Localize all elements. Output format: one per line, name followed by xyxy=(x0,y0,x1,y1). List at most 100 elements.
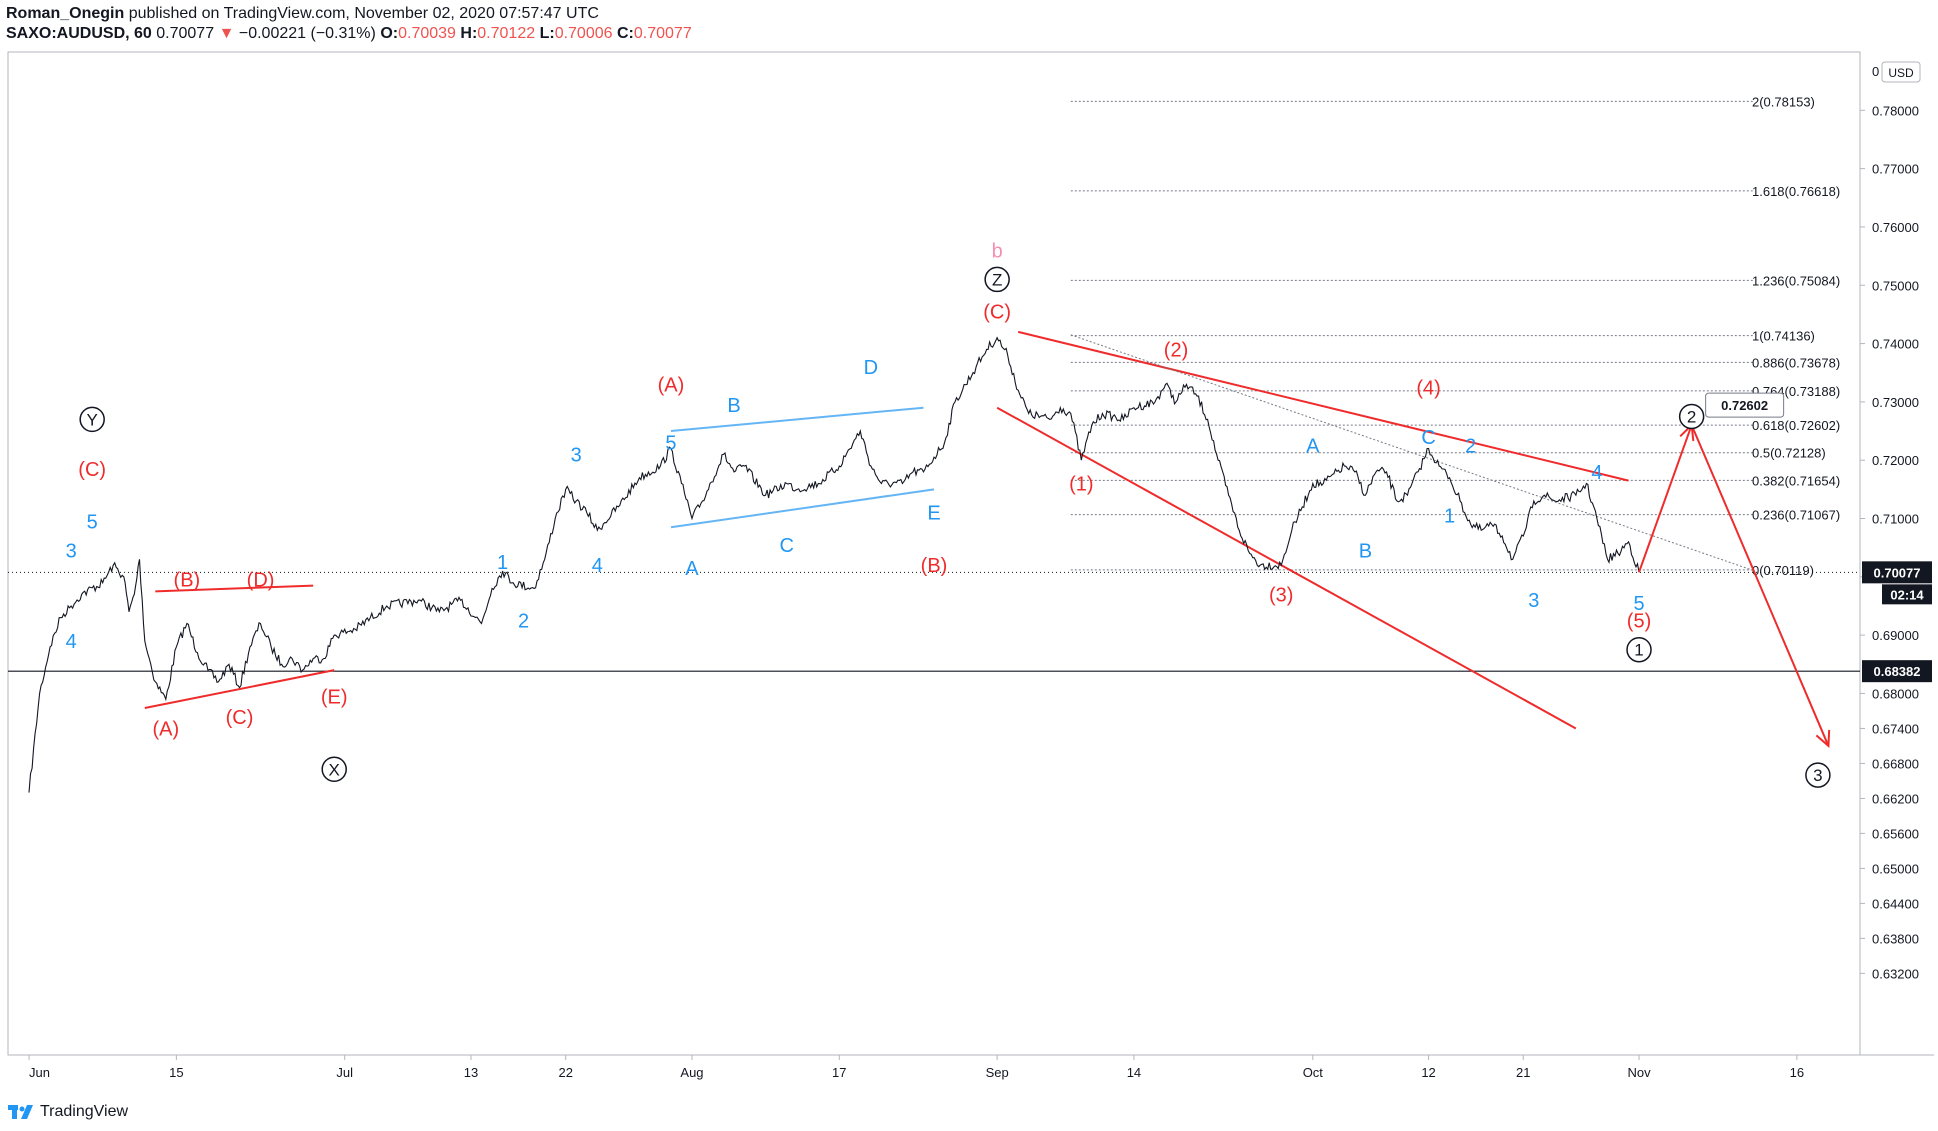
price-axis-tick-label: 0.76000 xyxy=(1872,220,1919,235)
price-axis-tick-label: 0.71000 xyxy=(1872,512,1919,527)
time-axis-tick-label: 22 xyxy=(558,1065,572,1080)
wave-label: Y xyxy=(87,410,98,429)
fib-level-label: 1(0.74136) xyxy=(1752,329,1815,344)
fib-level-label: 0(0.70119) xyxy=(1752,563,1814,578)
published-text: published on TradingView.com, November 0… xyxy=(128,5,599,22)
wave-label: 4 xyxy=(66,631,77,653)
wave-label: X xyxy=(329,760,340,779)
footer: TradingView xyxy=(8,1100,128,1124)
symbol-label: SAXO:AUDUSD, 60 xyxy=(6,25,152,42)
blue-trendline xyxy=(670,488,935,529)
wave-label: b xyxy=(992,240,1003,262)
blue-trendline xyxy=(670,406,924,433)
tradingview-brand[interactable]: TradingView xyxy=(40,1103,129,1120)
wave-label: 2 xyxy=(1465,436,1476,458)
wave-label: 1 xyxy=(1634,641,1643,660)
current-price-tag xyxy=(1862,561,1932,584)
currency-button-frame xyxy=(1881,61,1921,83)
wave-label: 5 xyxy=(1633,593,1644,615)
wave-label: B xyxy=(727,395,740,417)
wave-label: (2) xyxy=(1164,339,1188,361)
wave-label: 3 xyxy=(571,444,582,466)
price-axis-tick-label: 0.74000 xyxy=(1872,337,1919,352)
last-price: 0.70077 xyxy=(156,25,215,42)
price-axis-tick-label: 0.68000 xyxy=(1872,686,1919,701)
price-axis-tick-label: 0.77000 xyxy=(1872,162,1919,177)
target-callout-box xyxy=(1705,392,1785,418)
wave-label: 3 xyxy=(1528,590,1539,612)
low-value: 0.70006 xyxy=(554,25,613,42)
price-axis-tick-label: 0.75000 xyxy=(1872,278,1919,293)
down-arrow-icon: ▼ xyxy=(218,25,235,42)
wave-label-circle xyxy=(984,266,1010,293)
wave-label: (C) xyxy=(226,707,254,729)
price-axis-tick-label: 0.65600 xyxy=(1872,826,1919,841)
red-trendline xyxy=(996,406,1577,730)
price-axis-tick-label: 0.73000 xyxy=(1872,395,1919,410)
countdown-label: 02:14 xyxy=(1890,587,1924,602)
wave-label: (1) xyxy=(1069,474,1093,496)
wave-label: (C) xyxy=(983,301,1011,323)
fib-level-label: 0.5(0.72128) xyxy=(1752,446,1826,461)
time-axis-tick-label: Jun xyxy=(29,1065,50,1080)
price-axis-tick-label: 0.78000 xyxy=(1872,103,1919,118)
projection-down-arrow xyxy=(1815,729,1831,749)
wave-label: A xyxy=(685,558,699,580)
horizontal-level-label: 0.68382 xyxy=(1874,664,1921,679)
red-trendline xyxy=(1017,330,1629,482)
wave-label-circle xyxy=(79,406,105,433)
fib-level-label: 0.236(0.71067) xyxy=(1752,508,1840,523)
price-axis-tick-label: 0.69000 xyxy=(1872,628,1919,643)
price-axis-tick-label: 0.66800 xyxy=(1872,756,1919,771)
wave-label: C xyxy=(779,535,793,557)
fib-level-label: 0.886(0.73678) xyxy=(1752,355,1840,370)
fib-level-label: 0.382(0.71654) xyxy=(1752,473,1840,488)
author-name[interactable]: Roman_Onegin xyxy=(6,5,125,22)
high-value: 0.70122 xyxy=(477,25,536,42)
tradingview-logo-icon xyxy=(8,1105,33,1119)
time-axis-tick-label: Sep xyxy=(986,1065,1009,1080)
wave-label: 5 xyxy=(87,511,98,533)
time-axis-tick-label: 15 xyxy=(169,1065,183,1080)
current-price-label: 0.70077 xyxy=(1874,565,1921,580)
publish-info: Roman_Onegin published on TradingView.co… xyxy=(6,4,692,24)
price-series-line xyxy=(28,336,1640,793)
fib-level-label: 1.618(0.76618) xyxy=(1752,184,1840,199)
wave-label: (4) xyxy=(1416,377,1440,399)
price-axis-tick-label: 0.65000 xyxy=(1872,861,1919,876)
wave-label: (D) xyxy=(247,570,275,592)
time-axis-tick-label: Oct xyxy=(1303,1065,1324,1080)
close-label: C: xyxy=(616,25,634,42)
wave-label: 4 xyxy=(1591,462,1602,484)
wave-label: (C) xyxy=(78,459,106,481)
red-trendline xyxy=(144,669,335,710)
currency-button[interactable]: USD xyxy=(1888,66,1914,80)
wave-label-circle xyxy=(1678,403,1705,430)
time-axis-tick-label: Nov xyxy=(1627,1065,1651,1080)
wave-label: (B) xyxy=(921,555,948,577)
wave-label: (B) xyxy=(174,570,201,592)
wave-label: 3 xyxy=(1813,766,1822,785)
fib-level-label: 2(0.78153) xyxy=(1752,94,1815,109)
price-axis-tick-label: 0.64400 xyxy=(1872,896,1919,911)
wave-label: E xyxy=(927,503,940,525)
countdown-tag xyxy=(1882,584,1932,605)
wave-label: (5) xyxy=(1627,611,1651,633)
target-callout-label: 0.72602 xyxy=(1721,398,1768,413)
wave-label: Z xyxy=(992,270,1002,289)
wave-label: (3) xyxy=(1269,584,1293,606)
wave-label: C xyxy=(1421,427,1435,449)
wave-label: (E) xyxy=(321,686,348,708)
high-label: H: xyxy=(460,25,478,42)
wave-label: 5 xyxy=(665,433,676,455)
plot-frame xyxy=(7,51,1861,1056)
wave-label: A xyxy=(1306,436,1320,458)
wave-label: 1 xyxy=(1444,506,1455,528)
price-axis-tick-label: 0.72000 xyxy=(1872,453,1919,468)
wave-label: D xyxy=(864,357,878,379)
price-axis-tick-label: 0.63800 xyxy=(1872,931,1919,946)
symbol-info: SAXO:AUDUSD, 60 0.70077 ▼ −0.00221 (−0.3… xyxy=(6,24,692,44)
wave-label: 4 xyxy=(592,555,603,577)
fib-level-label: 1.236(0.75084) xyxy=(1752,273,1840,288)
